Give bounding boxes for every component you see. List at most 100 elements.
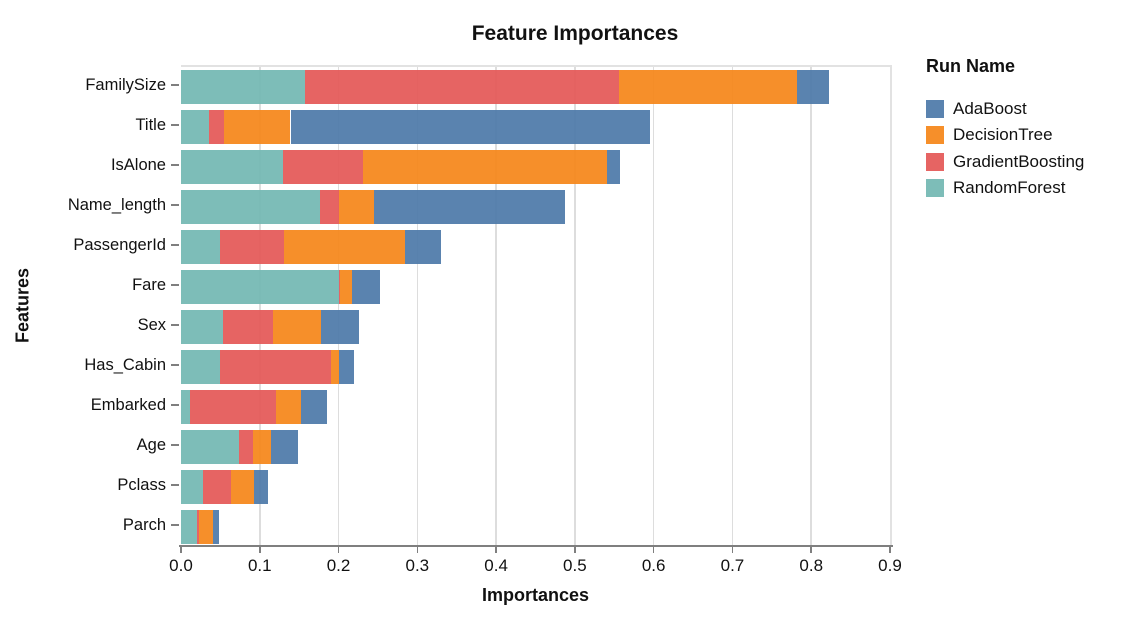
legend-item: RandomForest	[926, 178, 1096, 199]
gridline	[652, 67, 655, 547]
bar-segment-decisiontree	[224, 110, 291, 144]
bar-row	[181, 150, 890, 184]
x-tick	[731, 547, 734, 553]
x-tick	[259, 547, 261, 553]
bar-row	[181, 70, 890, 104]
bar-segment-decisiontree	[619, 70, 798, 104]
x-tick-label: 0.9	[878, 556, 902, 575]
bar-segment-adaboost	[212, 510, 219, 544]
x-tick	[495, 547, 497, 553]
legend-item: AdaBoost	[926, 99, 1096, 120]
y-tick-label: PassengerId	[73, 236, 166, 254]
x-tick-label: 0.8	[799, 556, 824, 575]
bar-segment-decisiontree	[273, 310, 322, 344]
bar-segment-randomforest	[181, 230, 220, 264]
bar-segment-randomforest	[181, 110, 210, 144]
legend: Run Name AdaBoost DecisionTree GradientBoo…	[926, 56, 1084, 198]
legend-swatch-adaboost-icon	[926, 100, 944, 118]
x-tick-label: 0.2	[326, 556, 351, 575]
bar-segment-decisiontree	[253, 430, 271, 464]
x-tick	[337, 547, 340, 553]
bar-segment-gradientboosting	[282, 150, 363, 184]
legend-label: AdaBoost	[953, 99, 1027, 118]
y-tick	[171, 324, 179, 326]
gridline	[416, 67, 419, 547]
bar-segment-decisiontree	[199, 510, 213, 544]
x-tick	[652, 547, 655, 553]
y-tick	[171, 244, 179, 246]
y-tick-label: Age	[136, 436, 166, 454]
y-tick-label: FamilySize	[85, 76, 166, 94]
x-tick	[889, 547, 891, 553]
bar-segment-decisiontree	[284, 230, 405, 264]
x-tick-label: 0.0	[169, 556, 193, 575]
y-tick-label: Title	[135, 116, 166, 134]
x-tick-label: 0.7	[720, 556, 745, 575]
bar-segment-randomforest	[181, 310, 223, 344]
legend-label: GradientBoosting	[953, 151, 1085, 171]
plot-area	[181, 65, 892, 547]
y-tick-label: Parch	[122, 516, 166, 534]
bar-row	[181, 270, 890, 304]
x-tick	[810, 547, 812, 553]
bar-row	[181, 430, 890, 464]
bar-segment-randomforest	[181, 190, 320, 224]
bar-segment-gradientboosting	[338, 270, 341, 304]
x-axis-line	[179, 545, 893, 547]
bar-segment-gradientboosting	[203, 470, 231, 504]
bar-segment-gradientboosting	[304, 70, 619, 104]
bar-segment-adaboost	[270, 430, 299, 464]
bar-segment-adaboost	[797, 70, 830, 104]
bar-segment-decisiontree	[339, 190, 374, 224]
gridline	[574, 67, 576, 547]
bar-segment-gradientboosting	[189, 390, 276, 424]
y-tick	[171, 204, 179, 206]
bar-segment-adaboost	[374, 190, 566, 224]
y-tick-label: IsAlone	[110, 156, 166, 174]
bar-segment-adaboost	[351, 270, 380, 304]
y-tick	[171, 364, 179, 366]
y-tick-label: Fare	[132, 276, 166, 294]
x-tick-label: 0.1	[247, 556, 272, 575]
y-tick	[171, 124, 179, 126]
bar-segment-decisiontree	[340, 270, 352, 304]
chart-title: Feature Importances	[471, 22, 679, 45]
x-tick-label: 0.4	[484, 556, 508, 575]
bar-segment-gradientboosting	[238, 430, 254, 464]
bar-row	[181, 190, 890, 224]
bar-segment-adaboost	[290, 110, 650, 144]
bar-segment-adaboost	[321, 310, 360, 344]
y-tick-label: Pclass	[117, 476, 166, 494]
y-tick	[171, 284, 179, 286]
y-axis-title: Features	[12, 267, 33, 344]
x-tick-label: 0.5	[563, 556, 587, 575]
legend-swatch-randomforest-icon	[926, 179, 944, 198]
y-tick	[171, 524, 179, 526]
bar-segment-adaboost	[300, 390, 327, 424]
bar-segment-randomforest	[181, 150, 283, 184]
bar-segment-randomforest	[181, 470, 204, 504]
legend-swatch-decisiontree-icon	[926, 126, 944, 145]
y-tick	[171, 84, 179, 86]
bar-segment-randomforest	[181, 350, 221, 384]
bar-segment-decisiontree	[362, 150, 608, 184]
gridline	[337, 67, 340, 547]
bar-segment-gradientboosting	[222, 310, 274, 344]
y-tick	[171, 164, 179, 166]
bar-row	[181, 510, 890, 544]
bar-segment-adaboost	[254, 470, 268, 504]
x-tick	[416, 547, 419, 553]
bar-segment-gradientboosting	[319, 190, 340, 224]
legend-label: RandomForest	[953, 178, 1066, 198]
x-tick-label: 0.3	[405, 556, 430, 575]
bar-row	[181, 470, 890, 504]
legend-item: DecisionTree	[926, 125, 1096, 146]
bar-segment-gradientboosting	[196, 510, 200, 544]
bar-segment-gradientboosting	[220, 350, 332, 384]
gridline	[495, 67, 497, 547]
bar-segment-decisiontree	[331, 350, 339, 384]
bar-segment-adaboost	[338, 350, 355, 384]
y-tick	[171, 404, 179, 406]
bar-row	[181, 110, 890, 144]
gridline	[731, 67, 734, 547]
